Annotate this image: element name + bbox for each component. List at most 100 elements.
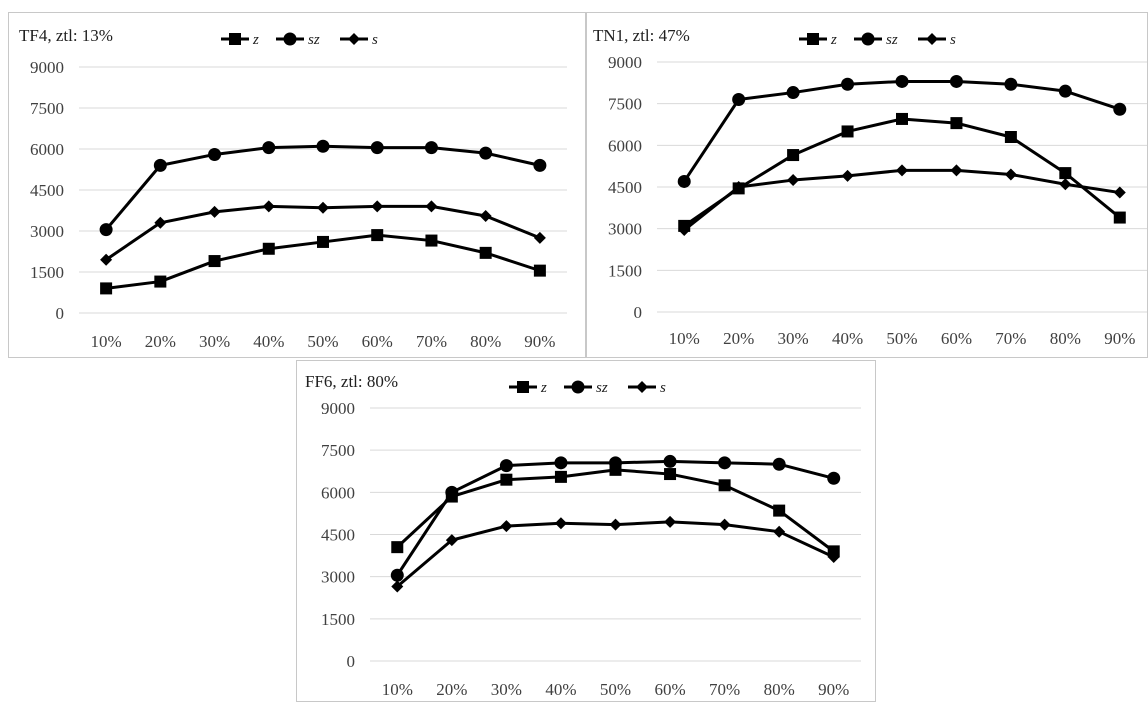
legend-marker-tn1-s: [926, 33, 938, 45]
point-tf4-s-5: [371, 200, 384, 213]
legend-marker-tf4-sz: [283, 32, 297, 46]
point-tn1-sz-2: [786, 86, 800, 100]
point-tn1-z-3: [841, 125, 854, 138]
legend-label-tn1-z: z: [830, 32, 837, 48]
x-tick-label-ff6-4: 50%: [600, 680, 631, 699]
x-tick-label-tn1-3: 40%: [832, 329, 863, 348]
y-tick-label-tf4-0: 0: [56, 304, 65, 323]
legend-marker-tf4-z: [229, 33, 241, 45]
legend-entry-tn1-s: s: [918, 32, 956, 48]
legend-marker-tn1-sz: [861, 32, 875, 46]
y-tick-label-tf4-9000: 9000: [30, 58, 64, 77]
x-tick-label-tf4-2: 30%: [199, 332, 230, 351]
point-tf4-z-5: [371, 229, 384, 242]
point-ff6-s-1: [445, 534, 458, 547]
point-tn1-s-5: [950, 164, 963, 177]
series-ff6-z: [391, 463, 840, 558]
point-ff6-z-3: [554, 470, 567, 483]
x-tick-label-ff6-3: 40%: [545, 680, 576, 699]
point-tf4-z-4: [317, 235, 329, 248]
series-ff6-sz: [390, 454, 841, 582]
point-tf4-s-3: [262, 200, 275, 213]
series-ff6-s: [391, 515, 840, 593]
point-tf4-sz-6: [424, 141, 438, 155]
point-tf4-sz-3: [262, 141, 276, 155]
x-tick-label-tf4-7: 80%: [470, 332, 501, 351]
point-tn1-z-2: [787, 149, 800, 162]
point-ff6-z-7: [773, 504, 786, 517]
point-tn1-s-3: [841, 169, 854, 182]
y-tick-label-tf4-7500: 7500: [30, 99, 64, 118]
y-tick-label-ff6-7500: 7500: [321, 441, 355, 460]
point-ff6-sz-6: [718, 456, 732, 470]
x-tick-label-tn1-0: 10%: [669, 329, 700, 348]
y-tick-label-tn1-4500: 4500: [608, 178, 642, 197]
x-tick-label-tf4-4: 50%: [307, 332, 338, 351]
point-tf4-sz-1: [153, 158, 167, 172]
point-tf4-z-0: [100, 282, 113, 295]
x-tick-label-ff6-5: 60%: [654, 680, 685, 699]
x-tick-label-tn1-1: 20%: [723, 329, 754, 348]
point-tn1-z-8: [1113, 211, 1126, 224]
y-tick-label-tf4-6000: 6000: [30, 140, 64, 159]
chart-title-ff6: FF6, ztl: 80%: [305, 372, 398, 391]
legend-marker-ff6-s: [636, 381, 648, 393]
series-line-ff6-z: [396, 468, 835, 553]
point-ff6-s-6: [718, 518, 731, 531]
x-tick-label-ff6-6: 70%: [709, 680, 740, 699]
point-ff6-sz-4: [609, 456, 622, 470]
x-tick-label-ff6-7: 80%: [764, 680, 795, 699]
point-tf4-sz-7: [479, 146, 493, 160]
point-tf4-s-1: [154, 216, 167, 229]
y-tick-label-ff6-3000: 3000: [321, 568, 355, 587]
y-tick-label-tf4-3000: 3000: [30, 222, 64, 241]
legend-entry-ff6-sz: sz: [564, 380, 608, 396]
y-tick-label-tn1-7500: 7500: [608, 95, 642, 114]
series-tn1-sz: [677, 74, 1127, 188]
legend-label-tf4-s: s: [372, 32, 378, 48]
x-tick-label-ff6-2: 30%: [491, 680, 522, 699]
chart-title-tf4: TF4, ztl: 13%: [19, 26, 113, 45]
point-tn1-s-6: [1004, 168, 1017, 181]
x-tick-label-tf4-3: 40%: [253, 332, 284, 351]
x-tick-label-tn1-5: 60%: [941, 329, 972, 348]
point-ff6-s-5: [664, 515, 677, 528]
point-ff6-sz-7: [772, 457, 786, 471]
point-tf4-s-4: [317, 201, 329, 214]
y-tick-label-tf4-4500: 4500: [30, 181, 64, 200]
legend-entry-ff6-s: s: [628, 380, 666, 396]
point-tn1-sz-6: [1004, 77, 1018, 91]
point-tn1-sz-5: [949, 74, 963, 88]
point-tf4-s-7: [479, 209, 492, 222]
x-tick-label-tf4-6: 70%: [416, 332, 447, 351]
point-tf4-z-3: [262, 242, 275, 255]
point-tf4-s-0: [100, 253, 113, 266]
y-tick-label-tn1-9000: 9000: [608, 53, 642, 72]
chart-svg-tn1: TN1, ztl: 47% 0 1500 3000 4500 6000 7500 9000 10…: [593, 26, 1147, 348]
legend-label-ff6-z: z: [540, 380, 547, 396]
point-ff6-sz-0: [390, 568, 404, 582]
x-tick-label-ff6-8: 90%: [818, 680, 849, 699]
y-tick-label-tn1-3000: 3000: [608, 220, 642, 239]
legend-label-ff6-sz: sz: [596, 380, 608, 396]
point-tn1-z-5: [950, 117, 963, 130]
y-tick-label-tf4-1500: 1500: [30, 263, 64, 282]
series-line-tn1-s: [683, 168, 1121, 232]
point-ff6-sz-8: [827, 471, 841, 485]
point-tn1-sz-4: [895, 74, 909, 88]
point-tf4-sz-8: [533, 158, 547, 172]
y-tick-label-tn1-0: 0: [634, 303, 643, 322]
point-tf4-sz-0: [99, 223, 113, 237]
point-tf4-z-7: [479, 246, 492, 259]
point-tf4-s-8: [533, 231, 546, 244]
point-tn1-sz-0: [677, 174, 691, 188]
y-tick-label-ff6-4500: 4500: [321, 526, 355, 545]
point-ff6-z-5: [664, 468, 677, 481]
point-tf4-s-6: [425, 200, 438, 213]
point-tn1-z-6: [1004, 131, 1017, 143]
point-ff6-s-8: [827, 550, 840, 563]
y-tick-label-ff6-9000: 9000: [321, 399, 355, 418]
x-tick-label-tn1-4: 50%: [886, 329, 917, 348]
series-line-ff6-sz: [396, 459, 835, 577]
point-ff6-sz-3: [554, 456, 568, 470]
